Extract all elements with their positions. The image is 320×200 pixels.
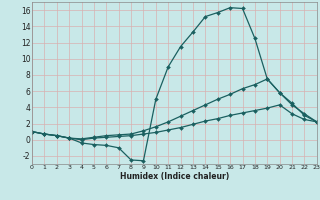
X-axis label: Humidex (Indice chaleur): Humidex (Indice chaleur) (120, 172, 229, 181)
